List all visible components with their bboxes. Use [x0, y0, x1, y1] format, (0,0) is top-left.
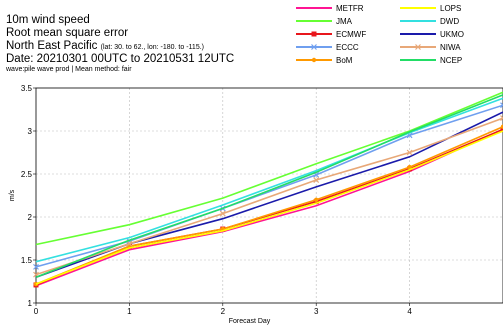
- series-ncep: [35, 94, 503, 278]
- legend-item-ecmwf: ECMWF: [296, 30, 366, 39]
- data-point-marker: [500, 124, 503, 129]
- y-axis-label: m/s: [9, 189, 16, 201]
- series-bom: [33, 124, 503, 287]
- legend-item-lops: LOPS: [400, 4, 461, 13]
- series-line-ukmo: [35, 111, 503, 278]
- axis-ticks: 11.522.533.50 1 2 3 4: [21, 84, 412, 316]
- plot-area: [35, 87, 503, 304]
- chart-title-metric: Root mean square error: [6, 27, 129, 39]
- series-line-niwa: [35, 117, 503, 276]
- data-point-marker: [314, 197, 319, 202]
- series-line-ncep: [35, 94, 503, 278]
- series-niwa: [33, 115, 503, 278]
- series-line-eccc: [35, 104, 503, 268]
- legend-label: ECCC: [336, 43, 359, 52]
- x-tick-label: 2: [221, 307, 226, 316]
- data-point-marker: [407, 164, 412, 170]
- legend-label: DWD: [440, 17, 459, 26]
- data-point-marker: [415, 44, 421, 50]
- series-line-metfr: [35, 128, 503, 287]
- legend-label: NIWA: [440, 43, 461, 52]
- region-name: North East Pacific: [6, 40, 98, 52]
- data-point-marker: [311, 57, 317, 63]
- legend-item-niwa: NIWA: [400, 43, 461, 52]
- x-tick-label: 4: [407, 307, 412, 316]
- data-point-marker: [311, 31, 317, 37]
- legend-label: JMA: [336, 17, 353, 26]
- chart-note: wave:pile wave prod | Mean method: fair: [6, 66, 132, 73]
- series-line-bom: [35, 125, 503, 285]
- legend-label: LOPS: [440, 4, 461, 13]
- chart-title-date: Date: 20210301 00UTC to 20210531 12UTC: [6, 53, 235, 65]
- series-ukmo: [35, 111, 503, 278]
- y-tick-label: 2: [28, 213, 33, 222]
- series-line-dwd: [35, 97, 503, 263]
- y-tick-label: 3: [28, 127, 33, 136]
- data-point-marker: [33, 263, 39, 270]
- legend-label: UKMO: [440, 30, 464, 39]
- legend: METFR JMA ECMWF ECCC BoM LOPS DWD UKMO NIWA NCEP: [296, 4, 464, 65]
- y-tick-label: 3.5: [21, 84, 33, 93]
- chart-title-region: North East Pacific (lat: 30. to 62., lon…: [6, 40, 204, 52]
- legend-label: BoM: [336, 56, 353, 65]
- series-group: [33, 91, 503, 288]
- legend-label: ECMWF: [336, 30, 366, 39]
- x-tick-label: 1: [127, 307, 132, 316]
- region-detail: (lat: 30. to 62., lon: -180. to -115.): [100, 44, 204, 51]
- data-point-marker: [500, 102, 503, 109]
- x-tick-label: 0: [34, 307, 39, 316]
- data-point-marker: [126, 240, 133, 247]
- series-lops: [35, 130, 503, 285]
- data-point-marker: [406, 149, 413, 156]
- x-tick-label: 3: [314, 307, 319, 316]
- y-tick-label: 2.5: [21, 170, 33, 179]
- y-tick-label: 1.5: [21, 256, 33, 265]
- legend-label: METFR: [336, 4, 364, 13]
- series-jma: [35, 91, 503, 246]
- legend-item-metfr: METFR: [296, 4, 364, 13]
- data-point-marker: [500, 115, 503, 122]
- legend-item-dwd: DWD: [400, 17, 459, 26]
- y-tick-label: 1: [28, 299, 33, 308]
- chart-title-variable: 10m wind speed: [6, 14, 90, 26]
- data-point-marker: [313, 177, 320, 183]
- series-ecmwf: [33, 126, 503, 288]
- data-point-marker: [311, 44, 317, 50]
- series-line-jma: [35, 91, 503, 246]
- series-metfr: [35, 128, 503, 287]
- data-point-marker: [219, 210, 226, 217]
- data-point-marker: [500, 126, 503, 132]
- series-line-ecmwf: [35, 128, 503, 286]
- grid: [36, 88, 503, 303]
- legend-label: NCEP: [440, 56, 462, 65]
- legend-item-eccc: ECCC: [296, 43, 359, 52]
- series-eccc: [33, 102, 503, 270]
- legend-item-jma: JMA: [296, 17, 353, 26]
- x-axis-label: Forecast Day: [229, 318, 271, 325]
- legend-item-ncep: NCEP: [400, 56, 462, 65]
- series-line-lops: [35, 130, 503, 285]
- legend-item-bom: BoM: [296, 56, 353, 65]
- legend-item-ukmo: UKMO: [400, 30, 464, 39]
